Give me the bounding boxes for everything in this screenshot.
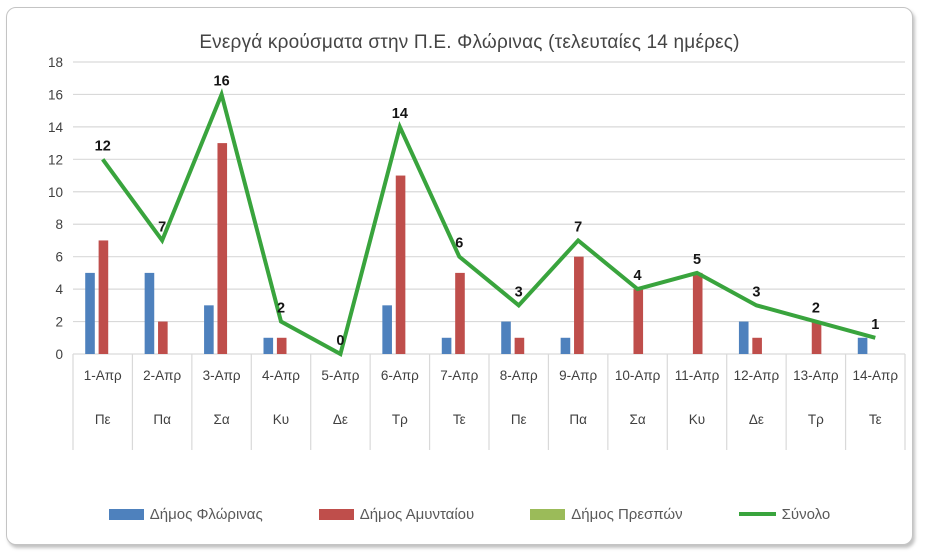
legend-item: Σύνολο [738, 505, 831, 523]
bar [382, 305, 392, 354]
y-tick-label: 16 [48, 87, 63, 102]
x-date-label: 5-Απρ [321, 368, 359, 383]
legend-label: Σύνολο [781, 505, 831, 523]
legend-bar-swatch [108, 508, 144, 520]
x-weekday-label: Πε [511, 412, 527, 427]
x-weekday-label: Πα [569, 412, 587, 427]
bar [752, 337, 762, 354]
x-date-label: 6-Απρ [381, 368, 419, 383]
x-date-label: 7-Απρ [440, 368, 478, 383]
bars-Δήμος Αμυνταίου [98, 143, 822, 354]
bar [85, 272, 95, 354]
value-label: 3 [752, 284, 760, 300]
legend-item: Δήμος Πρεσπών [530, 505, 683, 523]
y-tick-label: 0 [55, 347, 63, 362]
bars-Δήμος Φλώρινας [85, 272, 868, 354]
x-weekday-label: Κυ [273, 412, 289, 427]
bar [263, 337, 274, 354]
x-date-label: 3-Απρ [203, 368, 241, 383]
x-weekday-label: Τε [453, 412, 466, 427]
legend-bar-swatch [530, 508, 566, 520]
value-label: 2 [277, 301, 285, 317]
bar [574, 256, 584, 354]
legend-label: Δήμος Πρεσπών [571, 505, 683, 523]
bar [276, 337, 287, 354]
y-tick-label: 6 [55, 250, 63, 265]
x-date-label: 1-Απρ [84, 368, 122, 383]
legend-item: Δήμος Αμυνταίου [318, 505, 475, 523]
legend-bar-swatch [318, 508, 354, 520]
bar [441, 337, 452, 354]
x-date-label: 4-Απρ [262, 368, 300, 383]
x-weekday-label: Τρ [392, 412, 408, 427]
x-weekday-label: Πα [153, 412, 171, 427]
y-tick-label: 2 [55, 315, 63, 330]
x-weekday-label: Κυ [689, 412, 705, 427]
x-axis-table: 1-Απρ 2-Απρ 3-Απρ 4-Απρ 5-Απρ 6-Απρ 7-Απρ 8-Απρ… [72, 354, 906, 450]
value-label: 5 [693, 252, 701, 268]
chart-card: Ενεργά κρούσματα στην Π.Ε. Φλώρινας (τελ… [6, 7, 913, 545]
y-tick-label: 10 [48, 185, 63, 200]
value-label: 7 [574, 219, 582, 235]
legend-label: Δήμος Φλώρινας [149, 505, 263, 523]
bar [514, 337, 525, 354]
bar [811, 321, 822, 354]
x-date-label: 13-Απρ [793, 368, 839, 383]
x-weekday-label: Σα [629, 412, 645, 427]
bar [501, 321, 511, 354]
legend-line-swatch [738, 511, 776, 517]
value-label: 7 [158, 219, 166, 235]
bar [217, 143, 228, 354]
x-weekday-label: Τε [869, 412, 882, 427]
value-label: 6 [455, 236, 463, 252]
x-date-label: 9-Απρ [559, 368, 597, 383]
y-tick-label: 14 [48, 120, 64, 135]
bar [560, 337, 571, 354]
bar [98, 240, 109, 354]
x-weekday-label: Τρ [808, 412, 824, 427]
x-weekday-label: Δε [333, 412, 348, 427]
value-label: 16 [214, 73, 230, 89]
legend-item: Δήμος Φλώρινας [108, 505, 263, 523]
bar [455, 272, 465, 354]
x-weekday-label: Σα [213, 412, 229, 427]
x-date-label: 2-Απρ [143, 368, 181, 383]
bar [204, 305, 214, 354]
x-date-label: 14-Απρ [853, 368, 899, 383]
y-tick-label: 12 [48, 152, 63, 167]
bar [395, 175, 406, 354]
value-label: 2 [812, 301, 820, 317]
x-date-label: 8-Απρ [500, 368, 538, 383]
value-label: 1 [871, 317, 879, 333]
y-tick-label: 8 [55, 217, 63, 232]
legend-label: Δήμος Αμυνταίου [359, 505, 475, 523]
value-label: 4 [634, 268, 642, 284]
x-date-label: 12-Απρ [734, 368, 780, 383]
y-tick-label: 18 [48, 55, 63, 70]
x-weekday-label: Πε [95, 412, 111, 427]
chart-title: Ενεργά κρούσματα στην Π.Ε. Φλώρινας (τελ… [199, 32, 740, 53]
bar [633, 289, 644, 354]
bar [738, 321, 749, 354]
chart-legend: Δήμος Φλώρινας Δήμος Αμυνταίου Δήμος Πρεσπ… [7, 500, 925, 528]
bar [144, 272, 155, 354]
bar [692, 272, 703, 354]
value-label: 0 [336, 333, 344, 349]
bar [158, 321, 168, 354]
y-tick-label: 4 [55, 282, 63, 297]
total-line [101, 88, 876, 357]
value-label: 14 [392, 106, 408, 122]
line-series [101, 88, 876, 357]
value-label: 12 [95, 138, 111, 154]
x-weekday-label: Δε [749, 412, 764, 427]
x-date-label: 11-Απρ [675, 368, 720, 383]
y-axis-labels: 0 2 4 6 8 10 12 14 16 18 [48, 55, 64, 362]
value-label: 3 [515, 284, 523, 300]
value-labels: 12 7 16 2 0 14 6 3 7 4 5 3 2 1 [95, 73, 880, 349]
x-date-label: 10-Απρ [615, 368, 661, 383]
bar [857, 337, 868, 354]
